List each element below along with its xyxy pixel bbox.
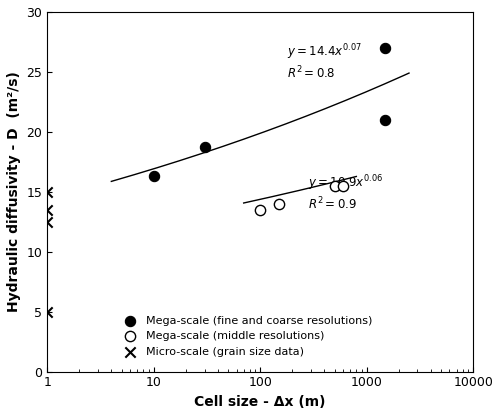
Mega-scale (middle resolutions) [256,206,264,213]
Micro-scale (grain size data) [43,188,51,195]
Mega-scale (fine and coarse resolutions) [150,173,158,180]
Mega-scale (middle resolutions) [339,183,347,189]
Text: $y = 14.4x^{0.07}$
$R^2 = 0.8$: $y = 14.4x^{0.07}$ $R^2 = 0.8$ [288,42,362,81]
Y-axis label: Hydraulic diffusivity - D  (m²/s): Hydraulic diffusivity - D (m²/s) [7,72,21,312]
Mega-scale (middle resolutions) [330,183,338,189]
X-axis label: Cell size - Δx (m): Cell size - Δx (m) [194,395,326,409]
Mega-scale (fine and coarse resolutions) [200,144,208,151]
Legend: Mega-scale (fine and coarse resolutions), Mega-scale (middle resolutions), Micro: Mega-scale (fine and coarse resolutions)… [116,313,374,359]
Micro-scale (grain size data) [43,218,51,225]
Text: $y = 10.9x^{0.06}$
$R^2 = 0.9$: $y = 10.9x^{0.06}$ $R^2 = 0.9$ [308,174,383,213]
Mega-scale (middle resolutions) [275,201,283,207]
Micro-scale (grain size data) [43,206,51,213]
Micro-scale (grain size data) [43,308,51,315]
Mega-scale (fine and coarse resolutions) [382,116,390,123]
Mega-scale (fine and coarse resolutions) [382,45,390,51]
